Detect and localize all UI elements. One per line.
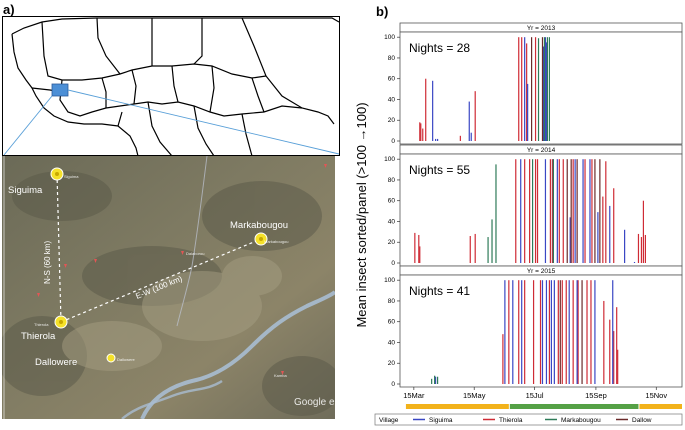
y-tick-label: 100 bbox=[384, 277, 395, 284]
border-algeria bbox=[96, 17, 121, 75]
y-tick-label: 60 bbox=[388, 319, 396, 326]
y-tick-label: 100 bbox=[384, 34, 395, 41]
y-tick-label: 40 bbox=[388, 96, 396, 103]
site-marker-siguima[interactable] bbox=[50, 167, 64, 181]
y-tick-label: 80 bbox=[388, 298, 396, 305]
river-branch bbox=[121, 379, 223, 419]
ns-distance-label: N-S (60 km) bbox=[43, 241, 52, 284]
x-tick-label: 15May bbox=[463, 391, 486, 400]
small-label-kamba: Kamba bbox=[274, 373, 287, 378]
google-watermark: Google ear bbox=[294, 397, 335, 408]
y-tick-label: 20 bbox=[388, 360, 396, 367]
y-tick-label: 100 bbox=[384, 156, 395, 163]
border-d bbox=[209, 65, 215, 113]
border-f bbox=[147, 101, 173, 156]
border-h bbox=[241, 113, 253, 156]
study-area-rect bbox=[51, 83, 69, 97]
y-tick-label: 20 bbox=[388, 239, 396, 246]
site-label-siguima: Siguima bbox=[8, 185, 43, 196]
site-label-thierola: Thierola bbox=[21, 331, 56, 342]
season-bar bbox=[405, 404, 509, 409]
y-tick-label: 20 bbox=[388, 117, 396, 124]
x-tick-label: 15Mar bbox=[403, 391, 425, 400]
panel-0: Yr = 2013 0 20 40 60 80 100 Nights = 28 bbox=[384, 22, 683, 145]
small-label-dalaborou: Dalaborou bbox=[186, 251, 204, 256]
plot-frame bbox=[399, 31, 683, 145]
legend-title: Village bbox=[379, 417, 399, 424]
site-label-dallowere: Dallowere bbox=[35, 357, 77, 368]
nights-label: Nights = 28 bbox=[409, 41, 470, 55]
border-south bbox=[59, 79, 303, 117]
border-g bbox=[193, 105, 215, 156]
y-tick-label: 0 bbox=[391, 381, 395, 388]
plot-frame bbox=[399, 153, 683, 267]
y-tick-label: 80 bbox=[388, 177, 396, 184]
legend-entry: Markabougou bbox=[561, 417, 601, 424]
site-marker-markabougou[interactable] bbox=[254, 232, 268, 246]
y-tick-label: 60 bbox=[388, 76, 396, 83]
insect-chart: Mean insect sorted/panel (>100 →100) Yr … bbox=[354, 22, 683, 426]
zoom-line-right bbox=[67, 89, 340, 155]
small-label-thierola: Thierola bbox=[34, 322, 49, 327]
border-b bbox=[131, 69, 137, 105]
site-marker-dallowere[interactable] bbox=[106, 353, 116, 363]
panel-2: Yr = 2015 0 20 40 60 80 100 Nights = 41 bbox=[384, 265, 683, 388]
legend-box bbox=[374, 413, 683, 426]
road-line bbox=[176, 156, 208, 327]
ns-transect-line bbox=[56, 173, 62, 323]
panel-1: Yr = 2014 0 20 40 60 80 100 Nights = 55 bbox=[384, 144, 683, 267]
border-e bbox=[251, 77, 265, 113]
season-bar bbox=[639, 404, 682, 409]
x-tick-label: 15Nov bbox=[645, 391, 667, 400]
x-tick-label: 15Sep bbox=[585, 391, 607, 400]
site-marker-thierola[interactable] bbox=[54, 315, 68, 329]
legend-entry: Dallow bbox=[632, 417, 652, 424]
x-tick-label: 15Jul bbox=[526, 391, 544, 400]
legend-entry: Siguima bbox=[429, 417, 453, 424]
border-a bbox=[101, 77, 107, 108]
y-tick-label: 40 bbox=[388, 218, 396, 225]
panel-title: Yr = 2013 bbox=[527, 25, 556, 32]
small-label-markabougou: Markabougou bbox=[264, 239, 288, 244]
coastline-east bbox=[241, 17, 335, 125]
site-label-markabougou: Markabougou bbox=[230, 220, 288, 231]
nights-label: Nights = 41 bbox=[409, 284, 470, 298]
river-niger bbox=[140, 290, 335, 419]
zoom-line-left bbox=[3, 95, 53, 156]
nights-label: Nights = 55 bbox=[409, 163, 470, 177]
y-tick-label: 60 bbox=[388, 198, 396, 205]
border-c bbox=[171, 65, 179, 103]
season-bar bbox=[509, 404, 639, 409]
small-pins bbox=[37, 164, 327, 375]
y-tick-label: 0 bbox=[391, 260, 395, 267]
africa-outline-map bbox=[2, 16, 340, 156]
small-label-siguima: Siguima bbox=[64, 174, 79, 179]
y-tick-label: 0 bbox=[391, 138, 395, 145]
ew-transect-line bbox=[60, 238, 262, 323]
coastline-west bbox=[11, 33, 139, 156]
border-i bbox=[117, 111, 123, 127]
small-label-dallowere: Dallowere bbox=[117, 357, 136, 362]
panel-label-a: a) bbox=[3, 2, 15, 17]
y-axis-label: Mean insect sorted/panel (>100 →100) bbox=[354, 102, 369, 327]
legend-entry: Thierola bbox=[499, 417, 523, 424]
satellite-map: Siguima Dalaborou Markabougou Thierola D… bbox=[2, 156, 335, 419]
panel-label-b: b) bbox=[376, 4, 389, 19]
border-egypt bbox=[193, 18, 203, 65]
y-tick-label: 40 bbox=[388, 339, 396, 346]
y-tick-label: 80 bbox=[388, 55, 396, 62]
panel-title: Yr = 2014 bbox=[527, 147, 556, 154]
panel-title: Yr = 2015 bbox=[527, 268, 556, 275]
